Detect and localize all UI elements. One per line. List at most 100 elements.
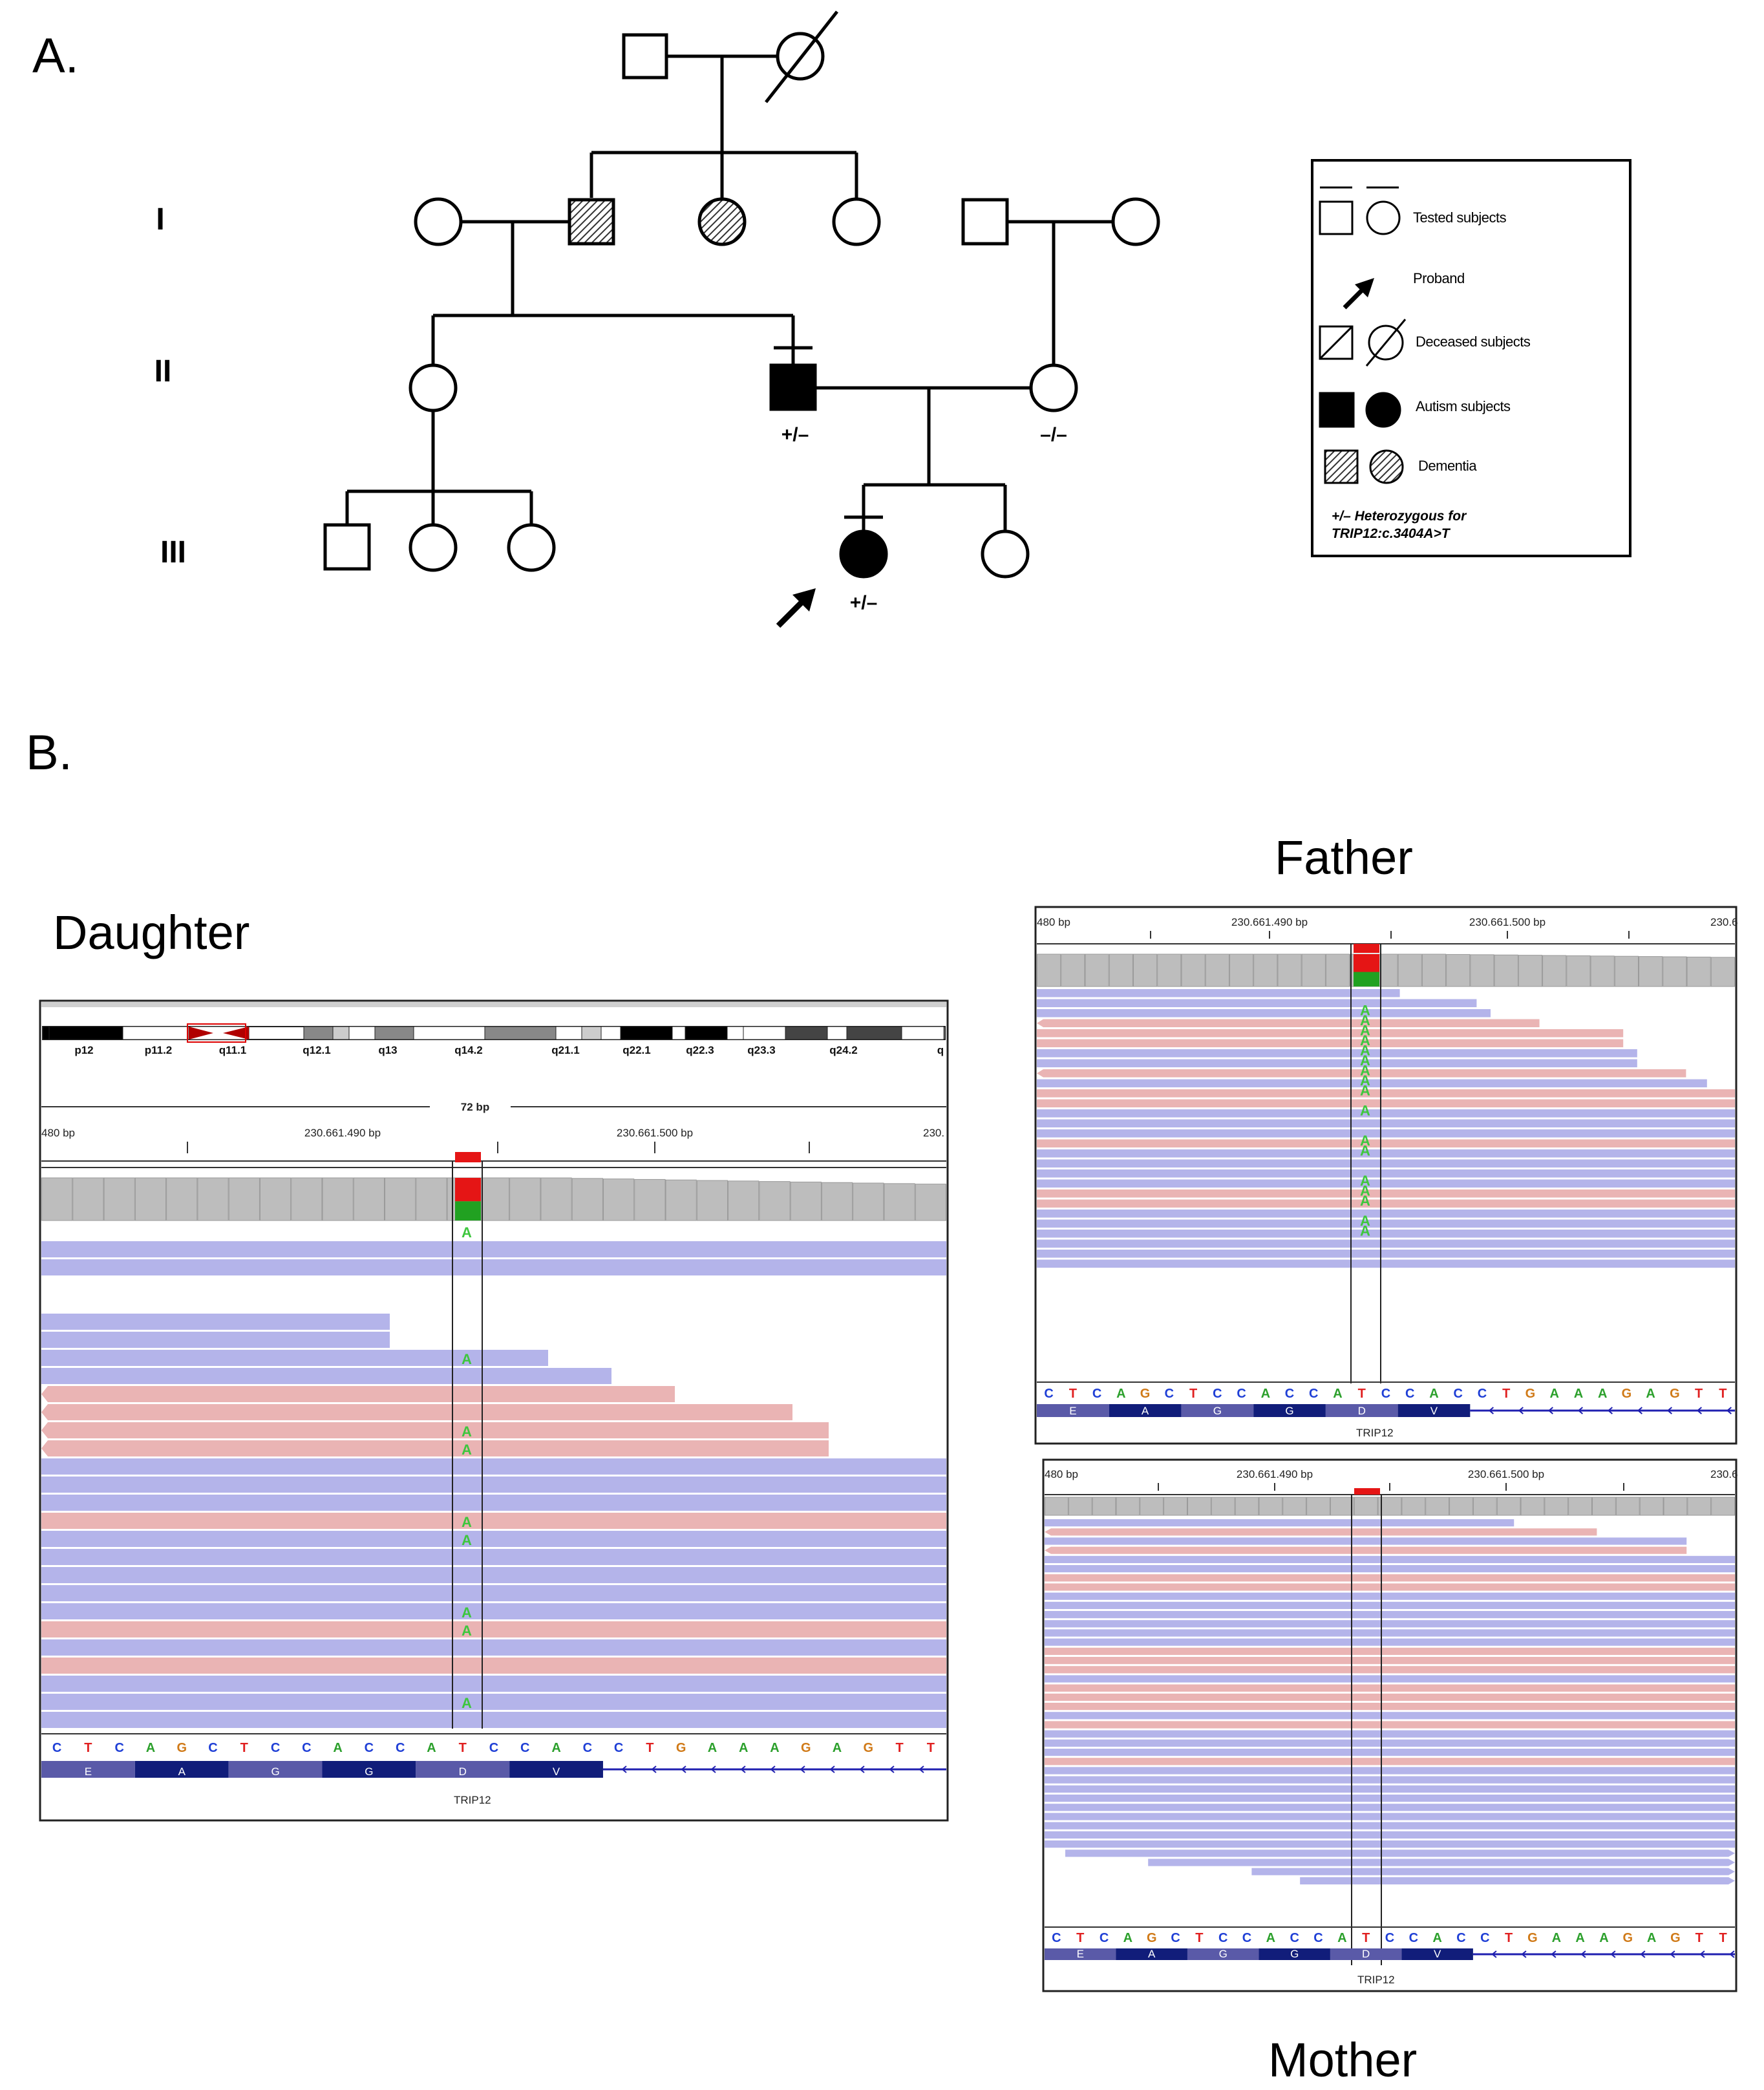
coverage-bar: [1037, 954, 1061, 987]
sequence-base: C: [114, 1741, 123, 1755]
read: [1045, 1785, 1735, 1793]
sequence-base: A: [333, 1741, 342, 1755]
coverage-bar: [1325, 954, 1350, 987]
amino-acid-block: [1397, 1404, 1471, 1417]
read: [1045, 1620, 1735, 1628]
father-ruler-2: 230.661.490 bp: [1231, 916, 1308, 928]
coverage-bar: [1330, 1497, 1354, 1516]
daughter-ruler-1: 480 bp: [41, 1127, 75, 1139]
coverage-bar: [1518, 955, 1543, 987]
read: [1045, 1537, 1687, 1545]
coverage-bar: [540, 1177, 572, 1221]
mother-ruler-1: 480 bp: [1045, 1468, 1078, 1480]
sequence-base: C: [1290, 1931, 1299, 1945]
read: [1037, 1059, 1637, 1067]
read: [1045, 1546, 1687, 1554]
sequence-base: C: [1052, 1931, 1061, 1945]
span-label: 72 bp: [461, 1101, 489, 1113]
coverage-variant-alt: [455, 1201, 481, 1221]
amino-acid-label: E: [1069, 1405, 1076, 1417]
read: [1037, 1259, 1735, 1268]
alt-base: A: [1360, 1032, 1370, 1049]
cytoband: [413, 1026, 485, 1040]
sequence-base: A: [1432, 1931, 1441, 1945]
amino-acid-label: E: [85, 1765, 92, 1778]
read: [1037, 1189, 1735, 1198]
legend-autism-square: [1319, 392, 1355, 428]
sequence-base: C: [1313, 1931, 1323, 1945]
coverage-bar: [1421, 954, 1447, 987]
strand-arrow: [1696, 1407, 1702, 1414]
read: [1037, 1250, 1735, 1258]
variant-marker: [455, 1152, 481, 1162]
coverage-bar: [915, 1184, 946, 1221]
cytoband-label: q: [937, 1044, 944, 1056]
amino-acid-label: G: [365, 1765, 373, 1778]
read: [1045, 1721, 1735, 1729]
read: [1037, 1219, 1735, 1228]
generation-label-2: II: [154, 354, 172, 389]
read: [1045, 1675, 1735, 1683]
sequence-base: A: [1646, 1387, 1655, 1401]
sequence-base: C: [302, 1741, 311, 1755]
strand-arrow: [1607, 1407, 1613, 1414]
sequence-base: A: [551, 1741, 560, 1755]
coverage-bar: [1449, 1497, 1473, 1516]
sequence-base: C: [1385, 1931, 1394, 1945]
coverage-bar: [1211, 1497, 1235, 1516]
strand-arrow: [1666, 1407, 1672, 1414]
daughter-ruler-2: 230.661.490 bp: [304, 1127, 381, 1139]
coverage-bar: [134, 1177, 167, 1221]
gen1-maternal-grandmother: [1111, 197, 1160, 246]
sequence-base: C: [1478, 1387, 1487, 1401]
coverage-bar: [197, 1177, 229, 1221]
sequence-base: C: [1237, 1387, 1246, 1401]
proband-arrow: [776, 588, 816, 628]
cytoband: [846, 1026, 902, 1040]
coverage-bar: [228, 1177, 260, 1221]
sequence-base: G: [176, 1741, 187, 1755]
amino-acid-label: G: [1290, 1948, 1299, 1960]
coverage-bar: [1446, 954, 1471, 987]
sequence-base: T: [1719, 1931, 1727, 1945]
strand-arrow: [1518, 1407, 1524, 1414]
sequence-base: C: [1165, 1387, 1174, 1401]
coverage-bar: [353, 1177, 385, 1221]
cytoband: [122, 1026, 189, 1040]
coverage-bar: [1045, 1497, 1068, 1516]
alt-base: A: [1360, 1103, 1370, 1119]
cytoband: [374, 1026, 414, 1040]
sequence-base: A: [427, 1741, 436, 1755]
coverage-bar: [41, 1177, 73, 1221]
strand-arrow: [1491, 1950, 1497, 1958]
read: [1045, 1647, 1735, 1655]
read: [1045, 1601, 1735, 1609]
coverage-bar: [1164, 1497, 1187, 1516]
read: [41, 1694, 946, 1710]
amino-acid-label: V: [1430, 1405, 1438, 1417]
sequence-base: A: [1333, 1387, 1342, 1401]
coverage-bar: [1085, 954, 1109, 987]
read: [1045, 1703, 1735, 1711]
cytoband: [672, 1026, 686, 1040]
cytoband-label: q14.2: [454, 1044, 482, 1056]
coverage-bar: [1592, 1497, 1616, 1516]
coverage-bar: [728, 1180, 760, 1221]
sequence-base: G: [676, 1741, 686, 1755]
alt-base: A: [462, 1424, 472, 1440]
igv-mother-panel: 480 bp 230.661.490 bp 230.661.500 bp 230…: [1042, 1458, 1738, 1992]
strand-arrow: [1488, 1407, 1494, 1414]
sequence-base: C: [583, 1741, 592, 1755]
sequence-base: C: [1242, 1931, 1251, 1945]
alt-base: A: [1360, 1072, 1370, 1089]
read: [41, 1332, 390, 1348]
legend-tested-circle: [1366, 200, 1401, 235]
read: [1037, 1149, 1735, 1158]
coverage-bar: [853, 1182, 884, 1221]
sequence-base: A: [1123, 1931, 1132, 1945]
sequence-base: T: [459, 1741, 467, 1755]
sequence-base: A: [739, 1741, 748, 1755]
read: [1037, 1210, 1735, 1218]
gen2-father-autism: [769, 363, 817, 411]
coverage-bar: [1235, 1497, 1259, 1516]
